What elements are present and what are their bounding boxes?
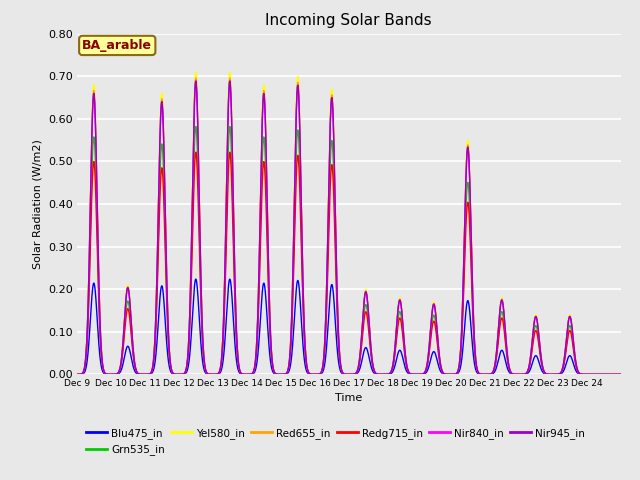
Grn535_in (543, 372, 551, 377)
Redg715_in (381, 372, 389, 377)
Red655_in (381, 372, 389, 377)
Red655_in (245, 372, 253, 377)
Nir945_in (192, 78, 200, 84)
Yel580_in (513, 372, 520, 377)
Red655_in (192, 75, 200, 81)
Yel580_in (73, 372, 81, 377)
Nir945_in (245, 372, 253, 377)
Nir945_in (543, 372, 551, 377)
Nir840_in (543, 372, 551, 377)
Grn535_in (513, 372, 520, 377)
Blu475_in (609, 372, 617, 377)
Blu475_in (543, 372, 551, 377)
Redg715_in (543, 372, 551, 377)
Nir945_in (127, 318, 135, 324)
Blu475_in (513, 372, 520, 377)
Nir945_in (513, 372, 520, 377)
Line: Yel580_in: Yel580_in (77, 72, 621, 374)
Grn535_in (617, 372, 625, 377)
Line: Blu475_in: Blu475_in (77, 279, 621, 374)
Nir945_in (73, 372, 81, 377)
Line: Nir945_in: Nir945_in (77, 81, 621, 374)
Redg715_in (192, 149, 200, 155)
Grn535_in (73, 372, 81, 377)
X-axis label: Time: Time (335, 393, 362, 403)
Line: Nir840_in: Nir840_in (77, 81, 621, 374)
Blu475_in (192, 276, 200, 282)
Red655_in (617, 372, 625, 377)
Red655_in (127, 317, 135, 323)
Yel580_in (127, 316, 135, 322)
Redg715_in (617, 372, 625, 377)
Redg715_in (127, 331, 135, 336)
Nir840_in (381, 372, 389, 377)
Grn535_in (192, 123, 200, 129)
Red655_in (609, 372, 617, 377)
Blu475_in (617, 372, 625, 377)
Blu475_in (73, 372, 81, 377)
Grn535_in (127, 326, 135, 332)
Nir840_in (127, 318, 135, 324)
Title: Incoming Solar Bands: Incoming Solar Bands (266, 13, 432, 28)
Red655_in (513, 372, 520, 377)
Redg715_in (245, 372, 253, 377)
Yel580_in (609, 372, 617, 377)
Yel580_in (617, 372, 625, 377)
Text: BA_arable: BA_arable (82, 39, 152, 52)
Line: Grn535_in: Grn535_in (77, 126, 621, 374)
Nir945_in (609, 372, 617, 377)
Red655_in (543, 372, 551, 377)
Red655_in (73, 372, 81, 377)
Redg715_in (73, 372, 81, 377)
Yel580_in (192, 69, 200, 75)
Nir840_in (245, 372, 253, 377)
Nir945_in (617, 372, 625, 377)
Nir840_in (617, 372, 625, 377)
Line: Red655_in: Red655_in (77, 78, 621, 374)
Grn535_in (245, 372, 253, 377)
Nir840_in (513, 372, 520, 377)
Blu475_in (127, 354, 135, 360)
Yel580_in (543, 372, 551, 377)
Nir840_in (609, 372, 617, 377)
Line: Redg715_in: Redg715_in (77, 152, 621, 374)
Y-axis label: Solar Radiation (W/m2): Solar Radiation (W/m2) (33, 139, 42, 269)
Nir840_in (73, 372, 81, 377)
Legend: Blu475_in, Grn535_in, Yel580_in, Red655_in, Redg715_in, Nir840_in, Nir945_in: Blu475_in, Grn535_in, Yel580_in, Red655_… (82, 424, 589, 459)
Blu475_in (381, 372, 389, 377)
Yel580_in (381, 372, 389, 377)
Grn535_in (381, 372, 389, 377)
Nir840_in (192, 78, 200, 84)
Grn535_in (609, 372, 617, 377)
Nir945_in (381, 372, 389, 377)
Redg715_in (513, 372, 520, 377)
Blu475_in (245, 372, 253, 377)
Yel580_in (245, 372, 253, 377)
Redg715_in (609, 372, 617, 377)
